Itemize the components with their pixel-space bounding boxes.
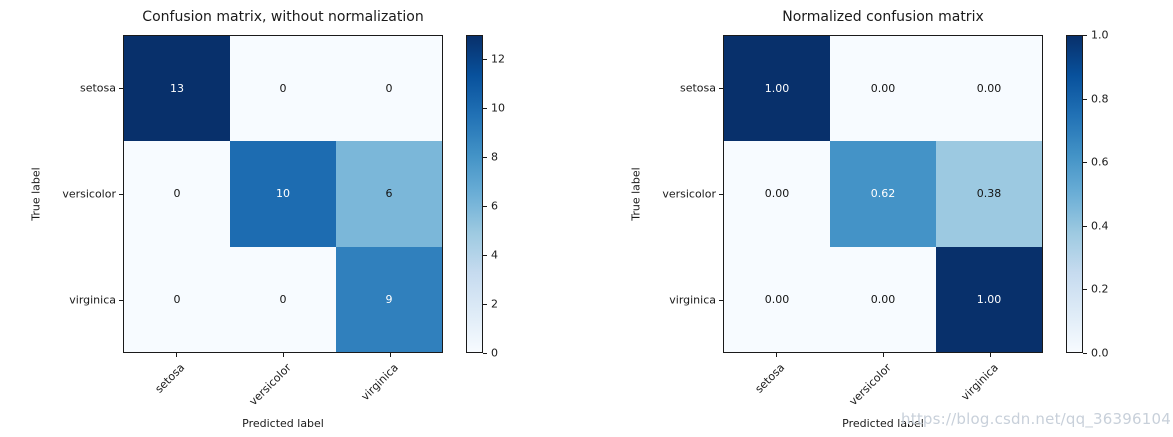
ytick-mark xyxy=(119,300,123,301)
cell-setosa-setosa: 13 xyxy=(124,36,230,142)
colorbar-tick-mark xyxy=(483,353,487,354)
cell-versicolor-versicolor: 10 xyxy=(230,141,336,247)
colorbar-tick-label-2: 2 xyxy=(491,297,498,311)
ytick-label-virginica: virginica xyxy=(669,293,716,307)
xtick-mark xyxy=(389,353,391,357)
cell-versicolor-setosa: 0.00 xyxy=(724,141,830,247)
ytick-label-virginica: virginica xyxy=(69,293,116,307)
ytick-label-versicolor: versicolor xyxy=(662,187,716,201)
xtick-label-setosa: setosa xyxy=(152,361,188,396)
cell-versicolor-setosa: 0 xyxy=(124,141,230,247)
cell-versicolor-virginica: 0.38 xyxy=(936,141,1042,247)
cell-virginica-setosa: 0 xyxy=(124,246,230,352)
ytick-mark xyxy=(719,300,723,301)
cell-virginica-versicolor: 0 xyxy=(230,246,336,352)
ytick-label-versicolor: versicolor xyxy=(62,187,116,201)
colorbar-tick-label-12: 12 xyxy=(491,52,505,66)
colorbar-tick-mark xyxy=(483,59,487,61)
colorbar-tick-mark xyxy=(1083,98,1087,100)
x-axis-label: Predicted label xyxy=(842,417,924,430)
cell-setosa-setosa: 1.00 xyxy=(724,36,830,142)
xtick-mark xyxy=(776,353,778,357)
cell-versicolor-virginica: 6 xyxy=(336,141,442,247)
cell-virginica-virginica: 9 xyxy=(336,246,442,352)
colorbar-tick-mark xyxy=(1083,225,1087,227)
colorbar-tick-mark xyxy=(1083,353,1087,354)
colorbar-tick-mark xyxy=(483,157,487,159)
cell-virginica-versicolor: 0.00 xyxy=(830,246,936,352)
colorbar-tick-mark xyxy=(483,255,487,257)
ytick-label-setosa: setosa xyxy=(679,81,716,95)
xtick-label-virginica: virginica xyxy=(958,361,1001,404)
plot-title: Normalized confusion matrix xyxy=(782,9,984,25)
colorbar-tick-mark xyxy=(1083,35,1087,36)
colorbar-tick-mark xyxy=(1083,162,1087,164)
heatmap-grid: 1.00 0.00 0.00 0.00 0.62 0.38 0.00 0.00 1.00 xyxy=(723,35,1043,353)
ytick-mark xyxy=(719,88,723,89)
xtick-label-virginica: virginica xyxy=(358,361,401,404)
xtick-mark xyxy=(989,353,991,357)
colorbar-tick-label-6: 6 xyxy=(491,199,498,213)
xtick-mark xyxy=(283,353,284,357)
ytick-label-setosa: setosa xyxy=(79,81,116,95)
colorbar-tick-label-8: 8 xyxy=(491,150,498,164)
ytick-mark xyxy=(119,194,123,195)
xtick-mark xyxy=(176,353,178,357)
colorbar-tick-label-0: 0 xyxy=(491,346,498,360)
cell-setosa-versicolor: 0.00 xyxy=(830,36,936,142)
colorbar-tick-label-0.0: 0.0 xyxy=(1091,346,1109,360)
cell-versicolor-versicolor: 0.62 xyxy=(830,141,936,247)
colorbar-tick-label-10: 10 xyxy=(491,101,505,115)
plot-title: Confusion matrix, without normalization xyxy=(142,9,424,25)
colorbar-tick-mark xyxy=(483,304,487,306)
colorbar-tick-mark xyxy=(483,108,487,110)
confusion-matrix-plot-raw: Confusion matrix, without normalization … xyxy=(0,0,573,437)
colorbar-tick-label-0.2: 0.2 xyxy=(1091,282,1109,296)
colorbar xyxy=(466,35,483,353)
xtick-label-setosa: setosa xyxy=(752,361,788,396)
heatmap-grid: 13 0 0 0 10 6 0 0 9 xyxy=(123,35,443,353)
cell-virginica-setosa: 0.00 xyxy=(724,246,830,352)
ytick-mark xyxy=(719,194,723,195)
confusion-matrix-plot-normalized: Normalized confusion matrix True label 1… xyxy=(600,0,1173,437)
watermark-url: https://blog.csdn.net/qq_36396104 xyxy=(901,410,1171,428)
colorbar-tick-mark xyxy=(483,206,487,208)
cell-virginica-virginica: 1.00 xyxy=(936,246,1042,352)
xtick-label-versicolor: versicolor xyxy=(847,361,895,409)
cell-setosa-virginica: 0.00 xyxy=(936,36,1042,142)
colorbar-tick-label-0.4: 0.4 xyxy=(1091,219,1109,233)
xtick-label-versicolor: versicolor xyxy=(247,361,295,409)
colorbar-tick-label-0.8: 0.8 xyxy=(1091,92,1109,106)
colorbar-tick-mark xyxy=(1083,289,1087,291)
colorbar-tick-label-0.6: 0.6 xyxy=(1091,155,1109,169)
cell-setosa-virginica: 0 xyxy=(336,36,442,142)
xtick-mark xyxy=(883,353,884,357)
colorbar xyxy=(1066,35,1083,353)
colorbar-tick-label-4: 4 xyxy=(491,248,498,262)
colorbar-tick-label-1.0: 1.0 xyxy=(1091,28,1109,42)
cell-setosa-versicolor: 0 xyxy=(230,36,336,142)
x-axis-label: Predicted label xyxy=(242,417,324,430)
ytick-mark xyxy=(119,88,123,89)
